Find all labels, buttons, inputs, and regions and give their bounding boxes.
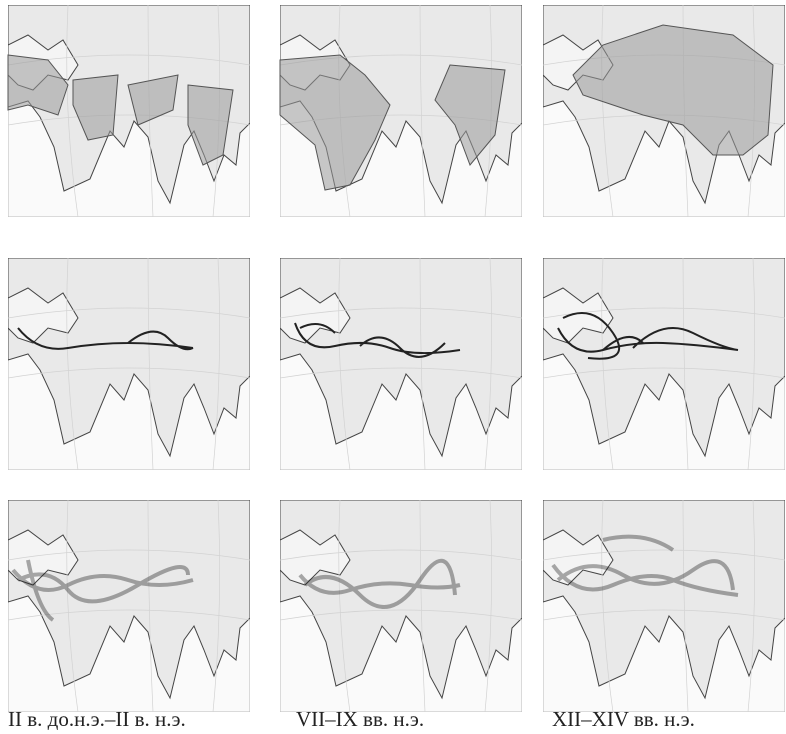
map-panel (543, 5, 785, 217)
map-panel (8, 258, 250, 470)
caption: II в. до.н.э.–II в. н.э. (8, 707, 186, 731)
map-panel (280, 500, 522, 712)
caption: VII–IX вв. н.э. (296, 707, 424, 731)
map-panel (543, 500, 785, 712)
map-panel (543, 258, 785, 470)
map-panel (280, 5, 522, 217)
map-panel (8, 5, 250, 217)
figure: II в. до.н.э.–II в. н.э. VII–IX вв. н.э.… (0, 0, 786, 734)
map-panel (280, 258, 522, 470)
caption: XII–XIV вв. н.э. (552, 707, 695, 731)
map-panel (8, 500, 250, 712)
